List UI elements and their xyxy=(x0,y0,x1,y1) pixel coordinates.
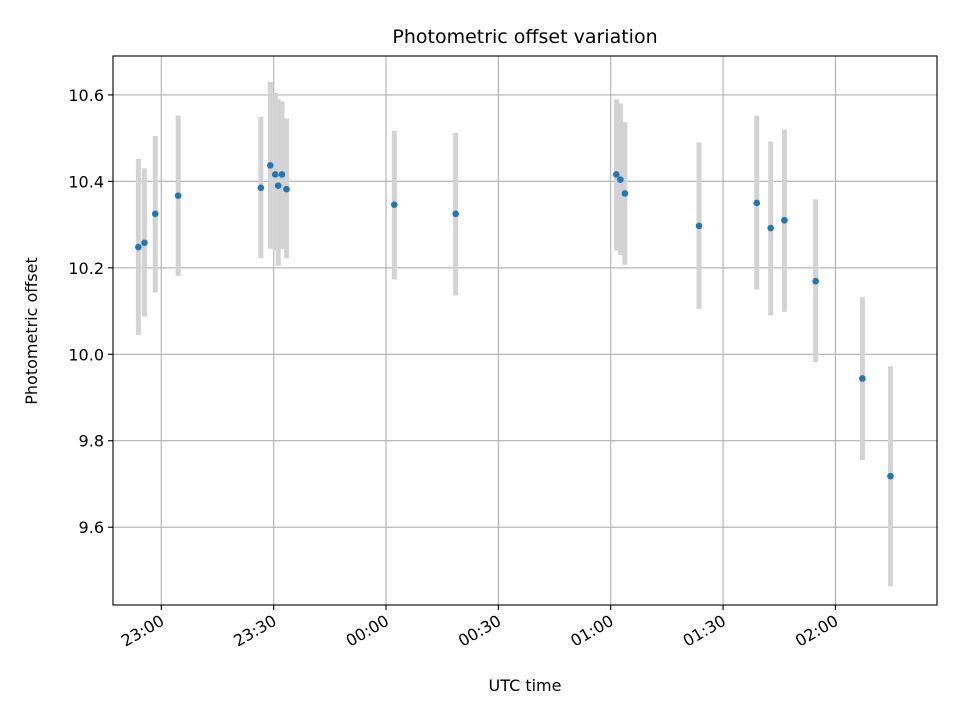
data-point xyxy=(141,239,148,247)
data-point xyxy=(174,192,182,199)
data-point xyxy=(266,162,274,169)
data-point xyxy=(753,199,761,207)
data-point xyxy=(695,222,703,230)
data-point xyxy=(859,375,866,382)
data-point xyxy=(283,185,290,193)
data-point xyxy=(613,171,620,178)
data-point xyxy=(767,224,775,232)
data-point xyxy=(135,243,142,251)
data-point xyxy=(621,190,629,197)
data-point xyxy=(887,472,894,480)
y-tick-label: 10.4 xyxy=(68,172,104,191)
chart-title: Photometric offset variation xyxy=(392,26,657,48)
x-axis-label: UTC time xyxy=(489,676,562,695)
data-point xyxy=(391,201,398,209)
data-point xyxy=(271,171,279,178)
y-tick-label: 10.0 xyxy=(68,345,104,364)
y-axis-label: Photometric offset xyxy=(22,257,41,405)
data-point xyxy=(278,171,286,178)
data-point xyxy=(781,216,788,224)
data-point xyxy=(274,182,282,189)
y-tick-label: 9.6 xyxy=(79,518,104,537)
grid-layer xyxy=(113,56,937,605)
data-point xyxy=(617,176,624,183)
y-tick-label: 10.6 xyxy=(68,86,104,105)
y-tick-label: 10.2 xyxy=(68,259,104,278)
point-layer xyxy=(135,162,894,480)
plot-frame xyxy=(112,55,938,606)
data-point xyxy=(151,210,159,218)
y-tick-label: 9.8 xyxy=(79,432,104,451)
data-point xyxy=(812,277,819,285)
data-point xyxy=(257,184,265,192)
data-point xyxy=(452,210,459,218)
